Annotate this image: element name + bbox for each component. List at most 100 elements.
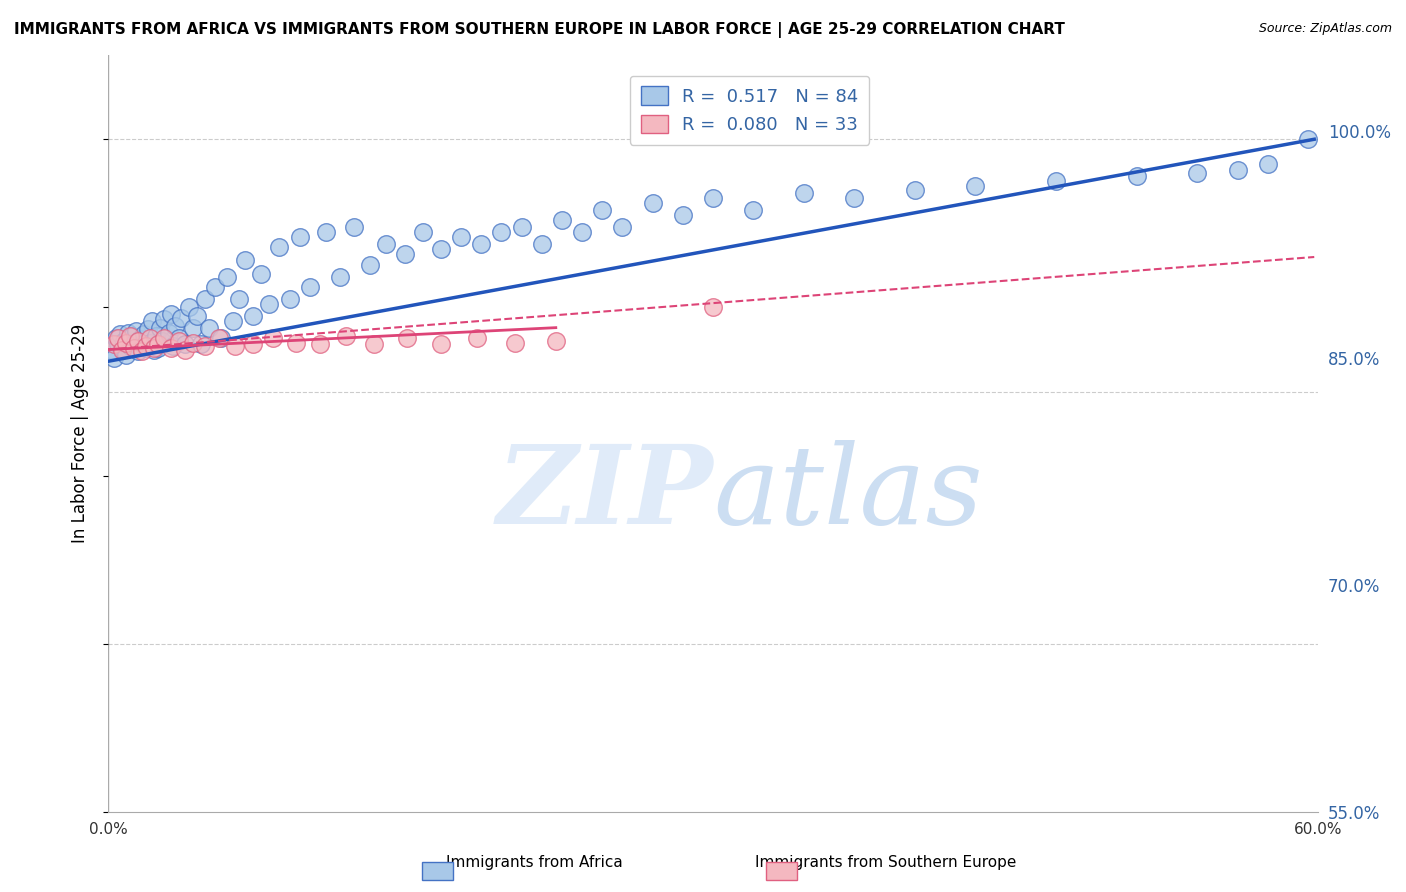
Point	[111, 343, 134, 357]
Point	[125, 324, 148, 338]
Point	[491, 225, 513, 239]
Point	[571, 225, 593, 239]
Text: IMMIGRANTS FROM AFRICA VS IMMIGRANTS FROM SOUTHERN EUROPE IN LABOR FORCE | AGE 2: IMMIGRANTS FROM AFRICA VS IMMIGRANTS FRO…	[14, 22, 1064, 38]
Point	[129, 333, 152, 347]
Text: atlas: atlas	[713, 441, 983, 548]
Point	[153, 331, 176, 345]
Point	[298, 280, 321, 294]
Point	[612, 219, 634, 234]
Point	[181, 335, 204, 350]
Point	[120, 329, 142, 343]
Point	[544, 334, 567, 348]
Point	[122, 335, 145, 350]
Point	[222, 314, 245, 328]
Point	[269, 240, 291, 254]
Point	[505, 335, 527, 350]
Point	[233, 253, 256, 268]
Point	[148, 341, 170, 355]
Point	[742, 202, 765, 217]
Point	[194, 292, 217, 306]
Point	[139, 331, 162, 345]
Point	[131, 337, 153, 351]
Text: Source: ZipAtlas.com: Source: ZipAtlas.com	[1258, 22, 1392, 36]
Point	[127, 334, 149, 348]
Point	[209, 331, 232, 345]
Point	[1045, 174, 1067, 188]
Point	[177, 301, 200, 315]
Point	[288, 229, 311, 244]
Point	[173, 337, 195, 351]
Point	[159, 341, 181, 355]
Point	[127, 344, 149, 359]
Point	[101, 343, 124, 357]
Point	[844, 191, 866, 205]
Point	[141, 314, 163, 328]
Point	[108, 327, 131, 342]
Point	[107, 331, 129, 345]
Point	[470, 236, 492, 251]
Point	[117, 326, 139, 340]
Point	[173, 343, 195, 357]
Point	[1257, 157, 1279, 171]
Point	[134, 327, 156, 342]
Point	[198, 320, 221, 334]
Point	[107, 337, 129, 351]
Point	[242, 309, 264, 323]
Point	[591, 202, 613, 217]
Point	[259, 297, 281, 311]
Legend: R =  0.517   N = 84, R =  0.080   N = 33: R = 0.517 N = 84, R = 0.080 N = 33	[630, 76, 869, 145]
Point	[194, 339, 217, 353]
Point	[111, 341, 134, 355]
Point	[465, 331, 488, 345]
Point	[1226, 162, 1249, 177]
Point	[343, 219, 366, 234]
Point	[143, 343, 166, 357]
Point	[510, 219, 533, 234]
Point	[1296, 132, 1319, 146]
Point	[103, 337, 125, 351]
Point	[215, 270, 238, 285]
Point	[702, 301, 724, 315]
Point	[148, 337, 170, 351]
Point	[308, 337, 330, 351]
Point	[152, 334, 174, 348]
Point	[335, 329, 357, 343]
Point	[394, 246, 416, 260]
Point	[115, 348, 138, 362]
Point	[641, 196, 664, 211]
Point	[793, 186, 815, 200]
Text: ZIP: ZIP	[496, 441, 713, 548]
Point	[412, 225, 434, 239]
Point	[115, 335, 138, 350]
Point	[135, 339, 157, 353]
Point	[122, 341, 145, 355]
Point	[430, 242, 453, 256]
Point	[450, 229, 472, 244]
Point	[157, 326, 180, 340]
Point	[965, 179, 987, 194]
Point	[121, 329, 143, 343]
Point	[904, 183, 927, 197]
Text: Immigrants from Southern Europe: Immigrants from Southern Europe	[755, 855, 1017, 870]
Point	[702, 191, 724, 205]
Point	[395, 331, 418, 345]
Point	[208, 331, 231, 345]
Point	[430, 337, 453, 351]
Point	[359, 259, 381, 273]
Point	[1187, 166, 1209, 180]
Point	[105, 331, 128, 345]
Point	[131, 344, 153, 359]
Point	[135, 341, 157, 355]
Point	[363, 337, 385, 351]
Text: Immigrants from Africa: Immigrants from Africa	[446, 855, 623, 870]
Point	[375, 236, 398, 251]
Point	[250, 267, 273, 281]
Point	[149, 320, 172, 334]
Point	[167, 334, 190, 348]
Point	[551, 213, 574, 227]
Y-axis label: In Labor Force | Age 25-29: In Labor Force | Age 25-29	[72, 324, 89, 543]
Point	[143, 341, 166, 355]
Point	[163, 318, 186, 333]
Point	[224, 339, 246, 353]
Point	[228, 292, 250, 306]
